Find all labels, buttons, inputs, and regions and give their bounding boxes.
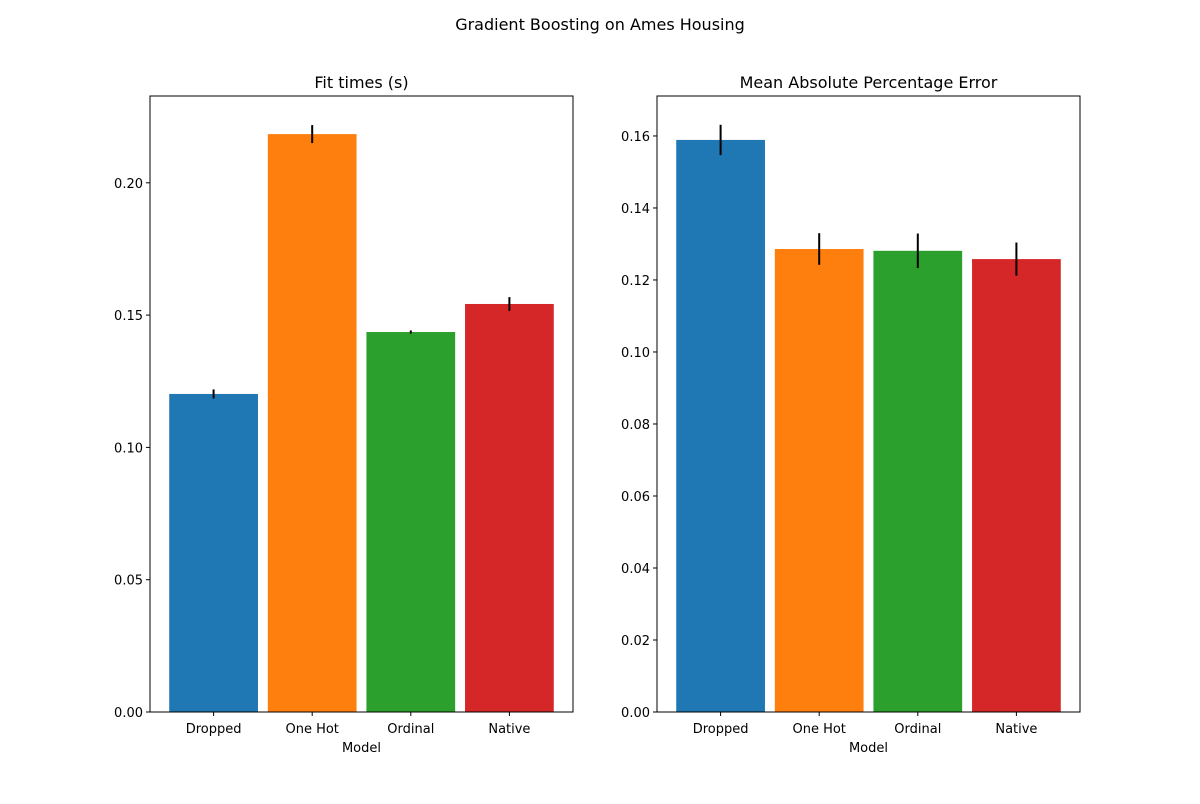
chart-title: Mean Absolute Percentage Error xyxy=(740,73,998,92)
bar-ordinal xyxy=(366,332,456,712)
y-tick-label: 0.00 xyxy=(621,706,650,721)
y-tick-label: 0.10 xyxy=(114,441,143,456)
bar-one-hot xyxy=(774,249,864,712)
x-tick-label: One Hot xyxy=(285,722,338,737)
mape-chart: Mean Absolute Percentage Error Model Dro… xyxy=(621,73,1081,756)
bar-ordinal xyxy=(873,250,963,712)
y-tick-label: 0.02 xyxy=(621,634,650,649)
axes-frame xyxy=(656,95,1081,713)
bar-native xyxy=(972,259,1061,712)
y-tick-label: 0.16 xyxy=(621,130,650,145)
y-tick-label: 0.00 xyxy=(114,706,143,721)
y-tick-label: 0.10 xyxy=(621,346,650,361)
x-axis-label: Model xyxy=(849,741,888,756)
x-tick-label: One Hot xyxy=(792,722,845,737)
chart-title: Fit times (s) xyxy=(314,73,408,92)
figure-title: Gradient Boosting on Ames Housing xyxy=(455,15,745,34)
x-tick-label: Ordinal xyxy=(894,722,941,737)
x-tick-label: Dropped xyxy=(186,722,242,737)
x-tick-label: Dropped xyxy=(693,722,749,737)
x-axis-label: Model xyxy=(342,741,381,756)
y-tick-label: 0.14 xyxy=(621,202,650,217)
x-tick-label: Ordinal xyxy=(387,722,434,737)
bar-one-hot xyxy=(267,134,357,712)
y-tick-label: 0.15 xyxy=(114,309,143,324)
y-tick-label: 0.12 xyxy=(621,274,650,289)
fit-times-chart: Fit times (s) Model Dropped One Hot Ordina… xyxy=(114,73,574,756)
x-tick-label: Native xyxy=(488,722,530,737)
bar-native xyxy=(465,303,554,712)
y-tick-label: 0.20 xyxy=(114,177,143,192)
y-tick-label: 0.08 xyxy=(621,418,650,433)
bar-dropped xyxy=(169,393,258,712)
y-tick-label: 0.04 xyxy=(621,562,650,577)
y-tick-label: 0.05 xyxy=(114,574,143,589)
y-tick-label: 0.06 xyxy=(621,490,650,505)
axes-frame xyxy=(149,95,574,713)
bar-dropped xyxy=(676,139,765,712)
x-tick-label: Native xyxy=(995,722,1037,737)
